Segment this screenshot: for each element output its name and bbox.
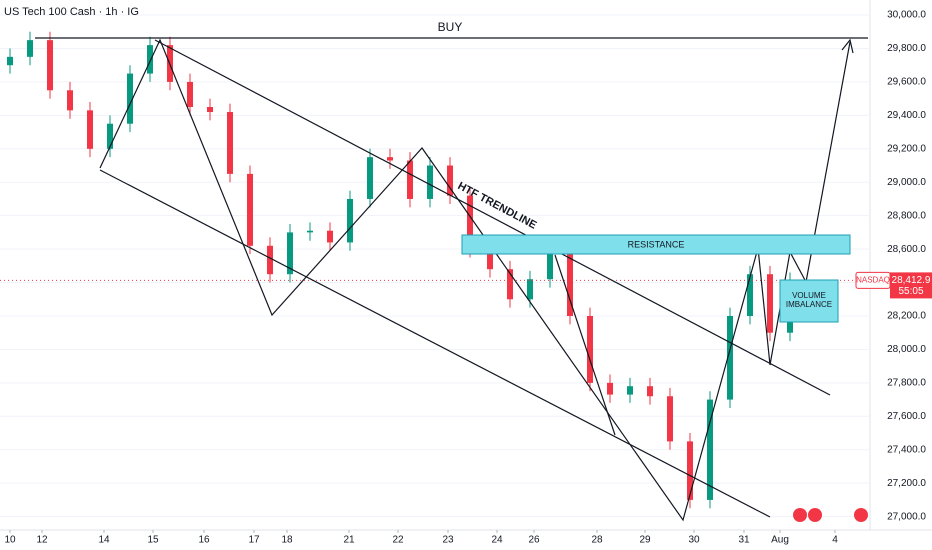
- y-tick-label: 27,600.0: [887, 411, 926, 422]
- channel-upper: [154, 39, 831, 396]
- candle-body: [327, 230, 333, 243]
- x-tick-label: 30: [688, 535, 700, 546]
- candle-body: [507, 269, 513, 300]
- resistance-label: RESISTANCE: [628, 239, 685, 249]
- x-tick-label: Aug: [771, 535, 789, 546]
- candle-body: [487, 249, 493, 270]
- buy-label: BUY: [438, 20, 463, 34]
- arrow-head: [841, 38, 854, 54]
- y-tick-label: 28,800.0: [887, 210, 926, 221]
- x-tick-label: 4: [832, 535, 838, 546]
- candle-body: [467, 195, 473, 250]
- candle-body: [247, 173, 253, 246]
- chart-title: US Tech 100 Cash · 1h · IG: [4, 6, 139, 18]
- candle-body: [747, 274, 753, 316]
- x-tick-label: 14: [98, 535, 110, 546]
- candle-body: [267, 245, 273, 275]
- x-tick-label: 17: [248, 535, 260, 546]
- resistance-zone: [461, 234, 851, 255]
- y-tick-label: 27,800.0: [887, 378, 926, 389]
- candle-body: [287, 232, 293, 275]
- candle-body: [547, 252, 553, 280]
- y-tick-label: 29,200.0: [887, 143, 926, 154]
- y-tick-label: 27,000.0: [887, 511, 926, 522]
- candle-body: [87, 110, 93, 149]
- y-tick-label: 29,600.0: [887, 77, 926, 88]
- event-icon[interactable]: [793, 508, 807, 522]
- candle-body: [627, 386, 633, 395]
- candle-body: [47, 40, 53, 91]
- candle-body: [127, 73, 133, 124]
- x-tick-label: 22: [392, 535, 404, 546]
- symbol-tag-text: NASDAQ: [856, 276, 890, 285]
- x-tick-label: 15: [147, 535, 159, 546]
- candle-body: [687, 441, 693, 500]
- event-icon[interactable]: [808, 508, 822, 522]
- x-tick-label: 28: [591, 535, 603, 546]
- candle-body: [607, 382, 613, 395]
- y-tick-label: 28,200.0: [887, 311, 926, 322]
- x-tick-label: 26: [528, 535, 540, 546]
- y-tick-label: 29,800.0: [887, 43, 926, 54]
- imbalance-zone: [779, 279, 839, 323]
- y-tick-label: 28,000.0: [887, 344, 926, 355]
- candle-body: [107, 123, 113, 149]
- candle-body: [527, 279, 533, 300]
- y-tick-label: 29,000.0: [887, 177, 926, 188]
- candle-body: [27, 40, 33, 57]
- x-tick-label: 12: [36, 535, 48, 546]
- candle-body: [647, 386, 653, 397]
- candle-body: [667, 396, 673, 442]
- price-tag: [890, 272, 932, 299]
- candle-body: [147, 45, 153, 74]
- y-tick-label: 29,400.0: [887, 110, 926, 121]
- candle-body: [227, 112, 233, 174]
- candle-body: [767, 274, 773, 333]
- imbalance-label: VOLUME: [792, 291, 826, 300]
- candle-body: [7, 56, 13, 66]
- candle-body: [367, 157, 373, 199]
- countdown: 55:05: [898, 286, 923, 297]
- zigzag-leg: [554, 254, 616, 436]
- candle-body: [347, 198, 353, 243]
- price-tag-text: 28,412.9: [892, 275, 931, 286]
- y-tick-label: 30,000.0: [887, 10, 926, 21]
- candle-body: [407, 160, 413, 199]
- event-icon[interactable]: [854, 508, 868, 522]
- x-tick-label: 24: [491, 535, 503, 546]
- candle-body: [447, 165, 453, 196]
- y-tick-label: 28,600.0: [887, 244, 926, 255]
- candle-body: [307, 230, 313, 233]
- candle-body: [587, 315, 593, 383]
- x-tick-label: 31: [738, 535, 750, 546]
- y-tick-label: 27,400.0: [887, 444, 926, 455]
- imbalance-label: IMBALANCE: [786, 300, 832, 309]
- candle-body: [387, 157, 393, 161]
- y-tick-label: 27,200.0: [887, 478, 926, 489]
- x-tick-label: 10: [4, 535, 16, 546]
- x-tick-label: 18: [281, 535, 293, 546]
- x-tick-label: 23: [442, 535, 454, 546]
- candle-body: [207, 107, 213, 113]
- candle-body: [427, 165, 433, 199]
- candle-body: [67, 90, 73, 111]
- candle-body: [727, 315, 733, 400]
- candle-body: [567, 252, 573, 316]
- channel-lower: [99, 169, 771, 518]
- candle-body: [187, 81, 193, 108]
- candle-body: [707, 399, 713, 500]
- x-tick-label: 29: [639, 535, 651, 546]
- x-tick-label: 16: [198, 535, 210, 546]
- x-tick-label: 21: [343, 535, 355, 546]
